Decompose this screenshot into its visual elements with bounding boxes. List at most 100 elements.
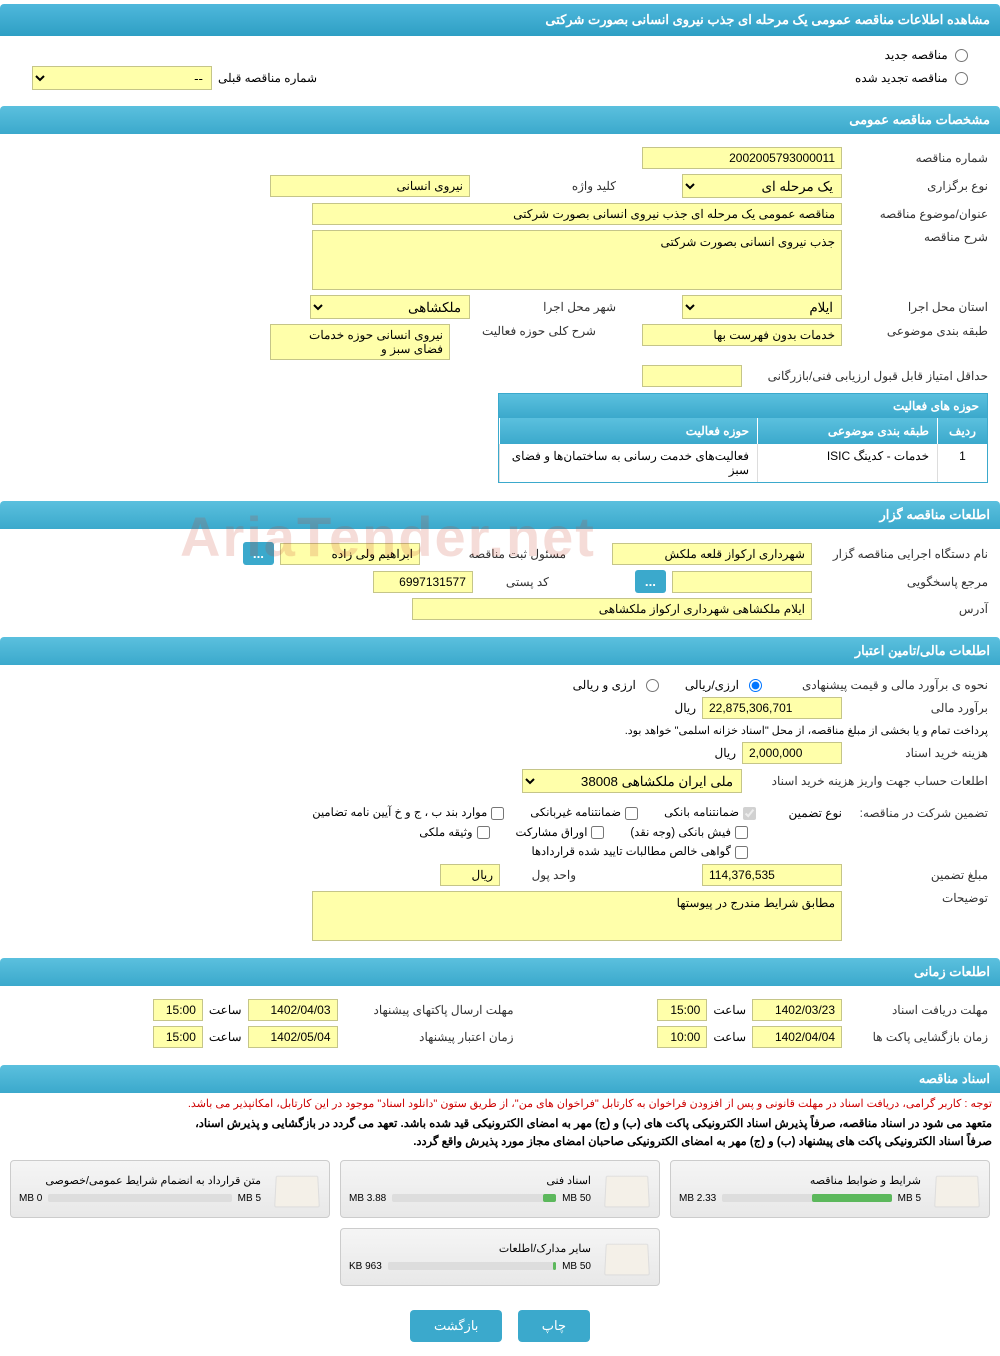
section-timing-header: اطلعات زمانی bbox=[0, 958, 1000, 986]
postal-field: 6997131577 bbox=[373, 571, 473, 593]
registrar-label: مسئول ثبت مناقصه bbox=[426, 547, 566, 561]
city-label: شهر محل اجرا bbox=[476, 300, 616, 314]
file-info: متن قرارداد به انضمام شرایط عمومی/خصوصی 5… bbox=[19, 1174, 261, 1204]
currency-option-label: ارزی و ریالی bbox=[573, 678, 636, 692]
activity-desc-field: نیروی انسانی حوزه خدمات فضای سبز و bbox=[270, 324, 450, 360]
file-title: متن قرارداد به انضمام شرایط عمومی/خصوصی bbox=[19, 1174, 261, 1187]
file-total: 50 MB bbox=[562, 1261, 591, 1272]
file-used: 963 KB bbox=[349, 1261, 382, 1272]
bar-track bbox=[722, 1194, 891, 1202]
unit-rial-2: ریال bbox=[714, 746, 736, 760]
col-row: ردیف bbox=[937, 418, 987, 444]
responder-label: مرجع پاسخگویی bbox=[818, 575, 988, 589]
section-docs-header: اسناد مناقصه bbox=[0, 1065, 1000, 1093]
cell-cat: خدمات - کدینگ ISIC bbox=[757, 444, 937, 482]
cb-net-claims[interactable] bbox=[735, 846, 748, 859]
category-label: طبقه بندی موضوعی bbox=[848, 324, 988, 338]
cb-bonds[interactable] bbox=[591, 826, 604, 839]
folder-icon bbox=[601, 1237, 651, 1277]
holding-type-select[interactable]: یک مرحله ای bbox=[682, 174, 842, 198]
cb-bank-receipt-label: فیش بانکی (وجه نقد) bbox=[630, 827, 731, 839]
doc-deadline-label: مهلت دریافت اسناد bbox=[848, 1003, 988, 1017]
folder-icon bbox=[931, 1169, 981, 1209]
desc-field: جذب نیروی انسانی بصورت شرکتی bbox=[312, 230, 842, 290]
radio-rial[interactable] bbox=[749, 679, 762, 692]
payment-note: پرداخت تمام و یا بخشی از مبلغ مناقصه، از… bbox=[625, 724, 988, 737]
back-button[interactable]: بازگشت bbox=[410, 1310, 502, 1342]
file-title: شرایط و ضوابط مناقصه bbox=[679, 1174, 921, 1187]
open-time: 10:00 bbox=[657, 1026, 707, 1048]
keyword-field: نیروی انسانی bbox=[270, 175, 470, 197]
address-field: ایلام ملکشاهی شهرداری ارکواز ملکشاهی bbox=[412, 598, 812, 620]
postal-label: کد پستی bbox=[479, 575, 549, 589]
file-card[interactable]: متن قرارداد به انضمام شرایط عمومی/خصوصی 5… bbox=[10, 1160, 330, 1218]
print-button[interactable]: چاپ bbox=[518, 1310, 590, 1342]
bar-fill bbox=[543, 1194, 556, 1202]
radio-renewed-tender[interactable] bbox=[955, 72, 968, 85]
estimate-label: برآورد مالی bbox=[848, 701, 988, 715]
col-cat: طبقه بندی موضوعی bbox=[757, 418, 937, 444]
radio-currency[interactable] bbox=[646, 679, 659, 692]
action-buttons: چاپ بازگشت bbox=[0, 1296, 1000, 1356]
account-select[interactable]: ملی ایران ملکشاهی 38008 bbox=[522, 769, 742, 793]
table-row: 1 خدمات - کدینگ ISIC فعالیت‌های خدمت رسا… bbox=[499, 444, 987, 482]
min-score-label: حداقل امتیاز قابل قبول ارزیابی فنی/بازرگ… bbox=[748, 369, 988, 383]
category-field: خدمات بدون فهرست بها bbox=[642, 324, 842, 346]
radio-new-label: مناقصه جدید bbox=[885, 48, 948, 62]
cb-bylaw-label: موارد بند ب ، ج و خ آیین نامه تضامین bbox=[312, 807, 487, 819]
radio-new-tender[interactable] bbox=[955, 49, 968, 62]
validity-label: زمان اعتبار پیشنهاد bbox=[344, 1030, 514, 1044]
prev-number-select[interactable]: -- bbox=[32, 66, 212, 90]
keyword-label: کلید واژه bbox=[476, 179, 616, 193]
guarantee-label: تضمین شرکت در مناقصه: bbox=[848, 806, 988, 820]
cb-bylaw[interactable] bbox=[491, 807, 504, 820]
rial-option-label: ارزی/ریالی bbox=[685, 678, 739, 692]
registrar-lookup-button[interactable]: ... bbox=[243, 542, 274, 565]
open-date: 1402/04/04 bbox=[752, 1026, 842, 1048]
unit-rial-1: ریال bbox=[674, 701, 696, 715]
subject-field: مناقصه عمومی یک مرحله ای جذب نیروی انسان… bbox=[312, 203, 842, 225]
cb-bank-guarantee bbox=[743, 807, 756, 820]
org-label: نام دستگاه اجرایی مناقصه گزار bbox=[818, 547, 988, 561]
province-select[interactable]: ایلام bbox=[682, 295, 842, 319]
cb-property-label: وثیقه ملکی bbox=[419, 827, 472, 839]
address-label: آدرس bbox=[818, 602, 988, 616]
number-field: 2002005793000011 bbox=[642, 147, 842, 169]
notes-label: توضیحات bbox=[848, 891, 988, 905]
currency-unit-field: ریال bbox=[440, 864, 500, 886]
send-deadline-label: مهلت ارسال پاکتهای پیشنهاد bbox=[344, 1003, 514, 1017]
estimate-method-label: نحوه ی برآورد مالی و قیمت پیشنهادی bbox=[768, 678, 988, 692]
bar-track bbox=[48, 1194, 231, 1202]
cb-net-claims-label: گواهی خالص مطالبات تایید شده قراردادها bbox=[531, 846, 731, 858]
responder-lookup-button[interactable]: ... bbox=[635, 570, 666, 593]
tender-type-group: مناقصه جدید مناقصه تجدید شده شماره مناقص… bbox=[0, 36, 1000, 102]
col-area: حوزه فعالیت bbox=[499, 418, 757, 444]
file-card[interactable]: شرایط و ضوابط مناقصه5 MB2.33 MB bbox=[670, 1160, 990, 1218]
activity-table-title: حوزه های فعالیت bbox=[499, 394, 987, 418]
file-used: 3.88 MB bbox=[349, 1193, 386, 1204]
page-title-bar: مشاهده اطلاعات مناقصه عمومی یک مرحله ای … bbox=[0, 4, 1000, 36]
time-label-2: ساعت bbox=[209, 1003, 242, 1017]
subject-label: عنوان/موضوع مناقصه bbox=[848, 207, 988, 221]
file-total: 50 MB bbox=[562, 1193, 591, 1204]
bar-track bbox=[392, 1194, 556, 1202]
cb-nonbank-guarantee[interactable] bbox=[625, 807, 638, 820]
file-bar: 5 MB0 MB bbox=[19, 1193, 261, 1204]
guarantee-type-label: نوع تضمین bbox=[762, 806, 842, 820]
doc-deadline-time: 15:00 bbox=[657, 999, 707, 1021]
radio-renewed-label: مناقصه تجدید شده bbox=[855, 71, 948, 85]
city-select[interactable]: ملکشاهی bbox=[310, 295, 470, 319]
cb-property[interactable] bbox=[477, 826, 490, 839]
cb-bank-receipt[interactable] bbox=[735, 826, 748, 839]
file-card[interactable]: سایر مدارک/اطلعات50 MB963 KB bbox=[340, 1228, 660, 1286]
file-info: اسناد فنی50 MB3.88 MB bbox=[349, 1174, 591, 1204]
account-label: اطلعات حساب جهت واریز هزینه خرید اسناد bbox=[748, 774, 988, 788]
validity-date: 1402/05/04 bbox=[248, 1026, 338, 1048]
open-label: زمان بازگشایی پاکت ها bbox=[848, 1030, 988, 1044]
currency-unit-label: واحد پول bbox=[506, 868, 576, 882]
bar-fill bbox=[812, 1194, 892, 1202]
file-card[interactable]: اسناد فنی50 MB3.88 MB bbox=[340, 1160, 660, 1218]
folder-icon bbox=[601, 1169, 651, 1209]
guarantee-amount-label: مبلغ تضمین bbox=[848, 868, 988, 882]
send-deadline-time: 15:00 bbox=[153, 999, 203, 1021]
